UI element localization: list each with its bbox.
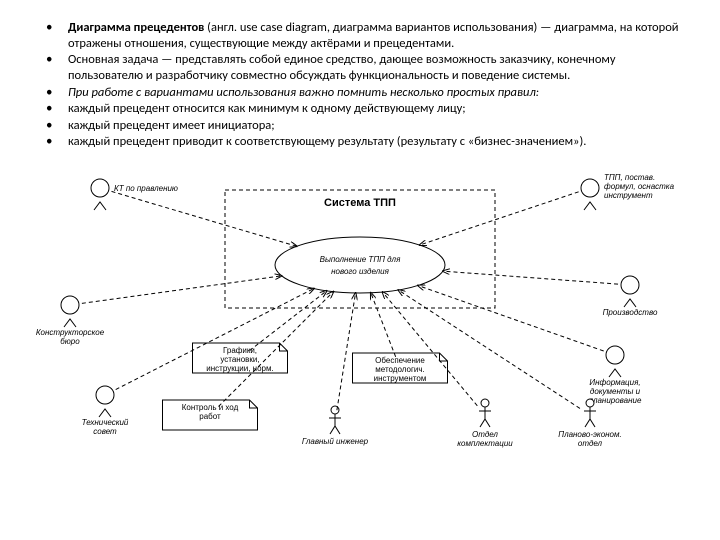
bullet-item: каждый прецедент имеет инициатора; [40, 118, 690, 134]
svg-text:документы и: документы и [590, 387, 641, 396]
svg-text:инструкции, норм.: инструкции, норм. [206, 364, 273, 373]
bullet-text: При работе с вариантами использования ва… [68, 85, 539, 100]
bullet-item: Основная задача — представлять собой еди… [40, 52, 690, 83]
svg-text:инструментом: инструментом [374, 374, 427, 383]
bullet-text: каждый прецедент приводит к соответствую… [68, 134, 586, 149]
svg-text:Отдел: Отдел [472, 430, 498, 439]
svg-text:Информация,: Информация, [589, 378, 640, 387]
bullet-item: каждый прецедент относится как минимум к… [40, 101, 690, 117]
svg-text:нового изделия: нового изделия [331, 267, 389, 276]
svg-text:Главный инженер: Главный инженер [302, 437, 369, 446]
svg-text:Обеспечение: Обеспечение [375, 356, 425, 365]
svg-text:работ: работ [199, 412, 221, 421]
svg-text:установки,: установки, [220, 355, 259, 364]
svg-text:ТПП, постав.: ТПП, постав. [604, 173, 655, 182]
bullet-item: Диаграмма прецедентов (англ. use case di… [40, 20, 690, 51]
svg-text:формул, оснастка: формул, оснастка [604, 182, 675, 191]
svg-text:Планово-эконом.: Планово-эконом. [558, 430, 621, 439]
usecase-diagram: Система ТПП Выполнение ТПП для нового изде… [30, 160, 690, 450]
svg-text:отдел: отдел [578, 439, 603, 448]
svg-text:Конструкторское: Конструкторское [36, 328, 105, 337]
svg-text:Графики,: Графики, [223, 346, 257, 355]
diagram-svg: Система ТПП Выполнение ТПП для нового изде… [30, 160, 690, 450]
bullet-list: Диаграмма прецедентов (англ. use case di… [40, 20, 690, 150]
svg-text:Производство: Производство [603, 308, 658, 317]
svg-text:Выполнение ТПП для: Выполнение ТПП для [320, 255, 401, 264]
bullet-bold: Диаграмма прецедентов [68, 20, 204, 35]
svg-text:методологич.: методологич. [375, 365, 424, 374]
svg-text:Система ТПП: Система ТПП [324, 197, 396, 209]
bullet-text: каждый прецедент относится как минимум к… [68, 101, 466, 116]
svg-text:совет: совет [93, 427, 117, 436]
bullet-item: каждый прецедент приводит к соответствую… [40, 134, 690, 150]
bullet-text: Основная задача — представлять собой еди… [68, 52, 615, 83]
svg-text:КТ по правлению: КТ по правлению [114, 184, 178, 193]
svg-text:комплектации: комплектации [457, 439, 513, 448]
svg-text:инструмент: инструмент [604, 191, 653, 200]
bullet-text: каждый прецедент имеет инициатора; [68, 118, 275, 133]
svg-text:бюро: бюро [60, 337, 80, 346]
bullet-item: При работе с вариантами использования ва… [40, 85, 690, 101]
svg-text:планирование: планирование [589, 396, 642, 405]
svg-text:Технический: Технический [82, 418, 129, 427]
svg-text:Контроль и ход: Контроль и ход [182, 403, 239, 412]
